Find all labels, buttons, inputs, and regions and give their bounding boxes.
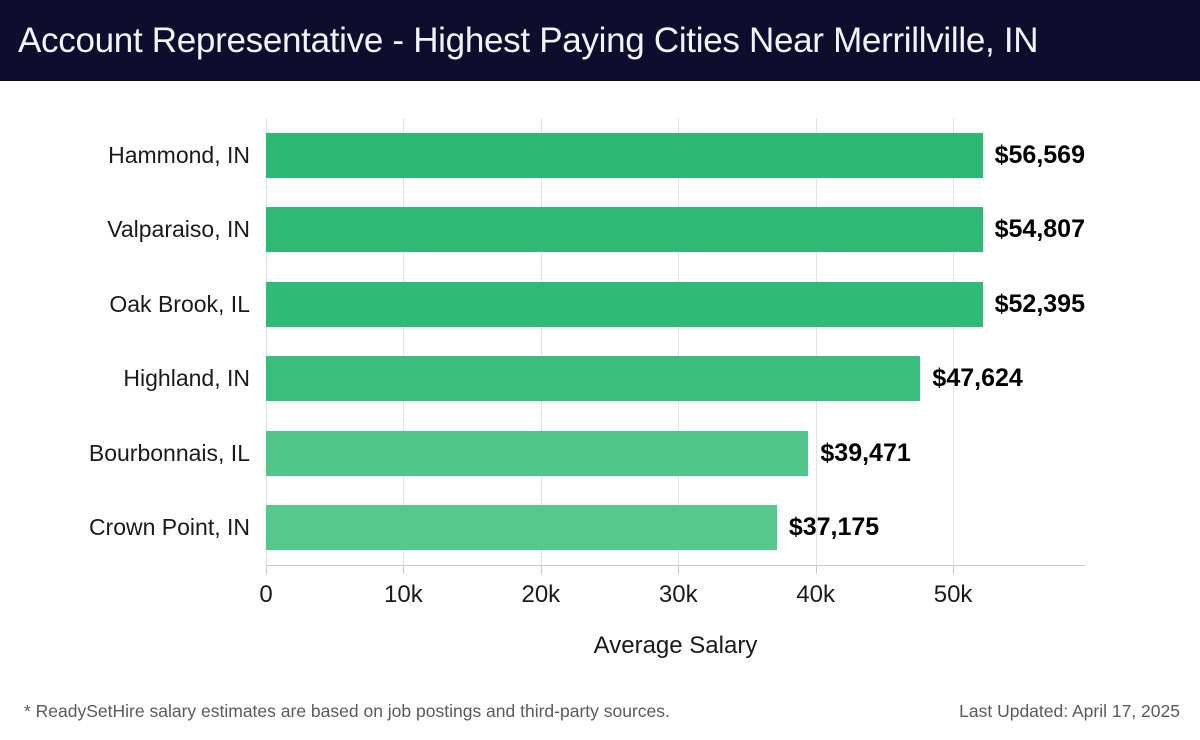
bar — [266, 430, 809, 476]
value-label: $56,569 — [994, 140, 1085, 169]
gridlines — [266, 118, 1085, 565]
x-axis-tick — [266, 565, 267, 574]
x-axis-title: Average Salary — [593, 632, 758, 659]
value-label: $37,175 — [788, 513, 880, 542]
category-label: Oak Brook, IL — [109, 290, 250, 317]
chart-row: Hammond, IN $56,569 — [108, 118, 1085, 193]
gridline — [678, 118, 680, 565]
category-label: Hammond, IN — [108, 141, 250, 168]
gridline — [815, 118, 817, 565]
x-axis: 0 10k 20k 30k 40k 50k — [259, 565, 1085, 625]
category-label: Bourbonnais, IL — [88, 439, 250, 466]
x-axis-tick — [678, 565, 680, 574]
chart-row: Valparaiso, IN $54,807 — [107, 193, 1085, 268]
gridline — [953, 118, 955, 565]
category-label: Crown Point, IN — [88, 514, 250, 541]
bar — [266, 281, 983, 327]
value-label: $52,395 — [994, 289, 1085, 318]
bar — [266, 207, 983, 253]
x-axis-tick — [403, 565, 405, 574]
chart-row: Bourbonnais, IL $39,471 — [89, 416, 1085, 491]
plot-area: Hammond, IN $56,569 Valparaiso, IN $54,807 O… — [89, 118, 1085, 566]
x-axis-tick-label: 20k — [521, 581, 561, 608]
page-title: Account Representative - Highest Paying … — [18, 20, 1039, 60]
gridline — [266, 118, 267, 565]
value-label: $47,624 — [932, 364, 1023, 393]
x-axis-line — [266, 565, 1085, 566]
x-axis-tick — [953, 565, 955, 574]
chart-row: Highland, IN $47,624 — [123, 342, 1085, 417]
footer-last-updated: Last Updated: April 17, 2025 — [959, 701, 1180, 721]
category-label: Valparaiso, IN — [107, 216, 250, 243]
bar — [266, 132, 983, 178]
category-label: Highland, IN — [123, 365, 250, 392]
chart-row: Crown Point, IN $37,175 — [89, 491, 1085, 566]
bar-rows: Hammond, IN $56,569 Valparaiso, IN $54,807 O… — [89, 118, 1085, 566]
x-axis-tick-label: 40k — [796, 581, 836, 608]
gridline — [540, 118, 542, 565]
bar — [266, 505, 777, 551]
bar — [266, 356, 921, 402]
gridline — [403, 118, 405, 565]
x-axis-tick-label: 0 — [259, 581, 273, 608]
x-axis-tick-label: 30k — [658, 581, 698, 608]
x-axis-tick — [540, 565, 542, 574]
x-axis-tick-label: 50k — [933, 581, 973, 608]
title-bar: Account Representative - Highest Paying … — [0, 0, 1200, 81]
x-axis-tick-label: 10k — [384, 581, 423, 608]
value-label: $54,807 — [994, 215, 1085, 244]
chart-row: Oak Brook, IL $52,395 — [109, 267, 1085, 342]
footer-disclaimer: * ReadySetHire salary estimates are base… — [24, 701, 670, 721]
value-label: $39,471 — [820, 438, 911, 467]
x-axis-tick — [815, 565, 817, 574]
footer: * ReadySetHire salary estimates are base… — [0, 701, 1200, 722]
